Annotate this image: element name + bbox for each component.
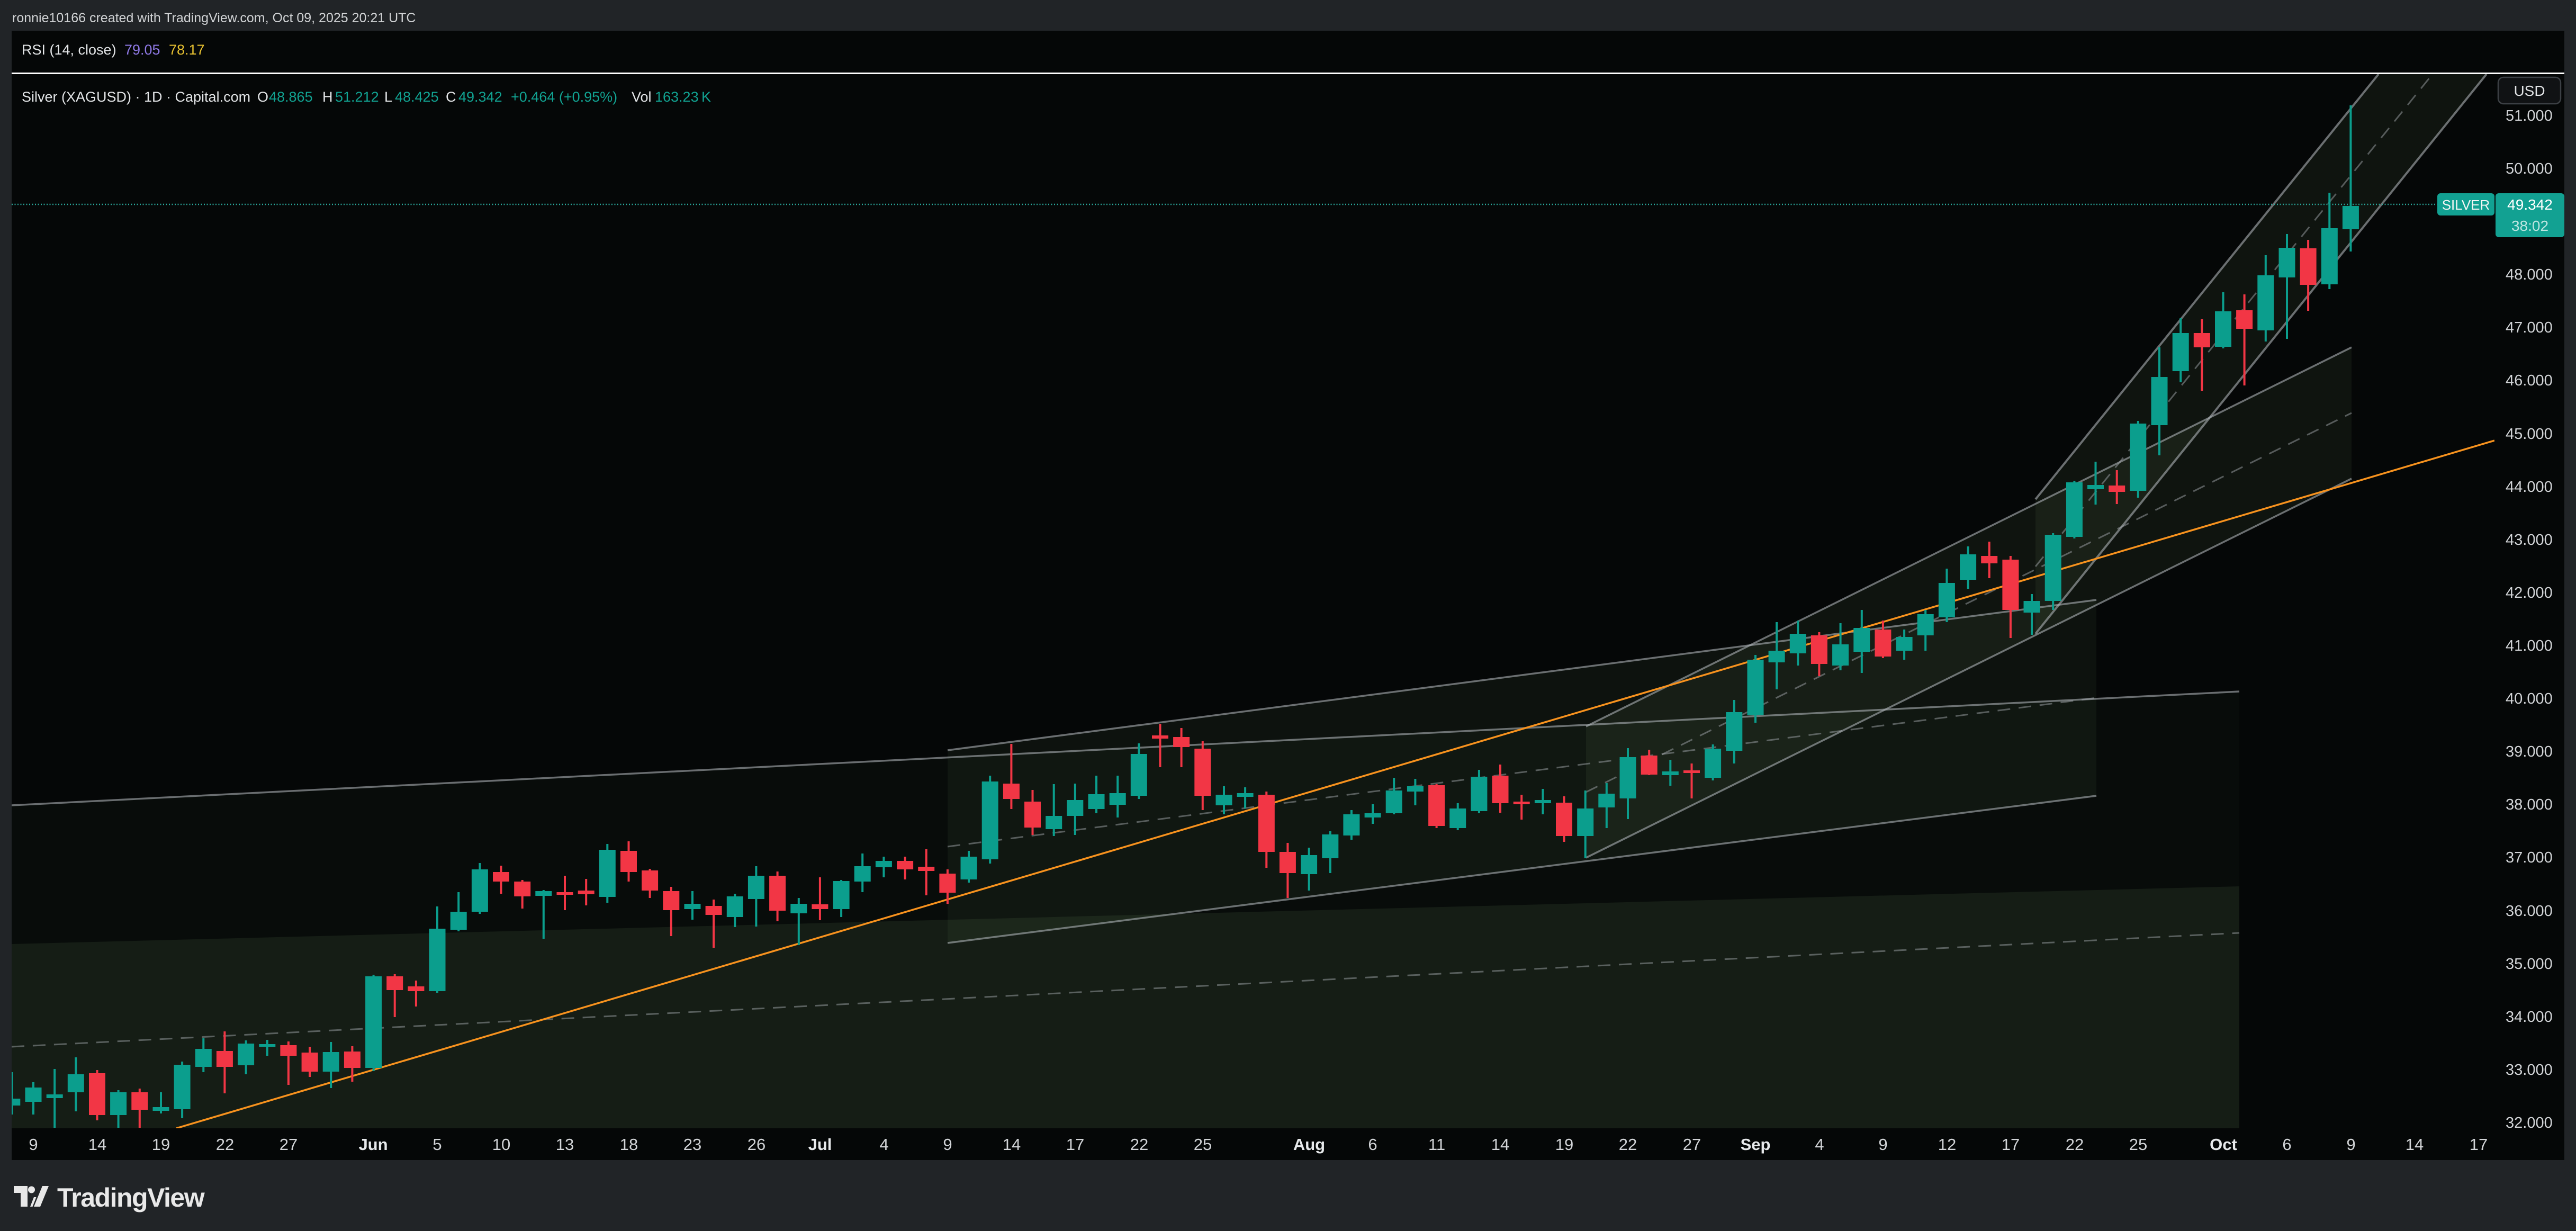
svg-text:RSI (14, close): RSI (14, close) xyxy=(22,42,116,58)
svg-text:48.425: 48.425 xyxy=(395,89,439,105)
svg-text:14: 14 xyxy=(88,1135,106,1154)
svg-text:40.000: 40.000 xyxy=(2506,690,2553,707)
svg-text:51.000: 51.000 xyxy=(2506,107,2553,124)
svg-text:79.05: 79.05 xyxy=(124,42,160,58)
svg-text:Silver (XAGUSD) · 1D · Capital: Silver (XAGUSD) · 1D · Capital.com xyxy=(22,89,250,105)
svg-text:4: 4 xyxy=(879,1135,888,1154)
svg-text:38.000: 38.000 xyxy=(2506,796,2553,813)
svg-text:34.000: 34.000 xyxy=(2506,1009,2553,1026)
svg-text:78.17: 78.17 xyxy=(169,42,205,58)
svg-text:45.000: 45.000 xyxy=(2506,426,2553,443)
svg-text:USD: USD xyxy=(2514,83,2545,99)
svg-text:13: 13 xyxy=(556,1135,574,1154)
svg-text:Jun: Jun xyxy=(358,1135,388,1154)
svg-text:27: 27 xyxy=(280,1135,298,1154)
svg-text:L: L xyxy=(384,89,392,105)
svg-text:H: H xyxy=(322,89,333,105)
svg-text:Jul: Jul xyxy=(808,1135,832,1154)
svg-text:36.000: 36.000 xyxy=(2506,903,2553,920)
svg-text:SILVER: SILVER xyxy=(2442,197,2490,213)
svg-text:Aug: Aug xyxy=(1293,1135,1325,1154)
svg-text:17: 17 xyxy=(1066,1135,1084,1154)
svg-text:9: 9 xyxy=(29,1135,38,1154)
svg-text:37.000: 37.000 xyxy=(2506,849,2553,866)
svg-text:4: 4 xyxy=(1815,1135,1824,1154)
svg-text:ronnie10166 created with Tradi: ronnie10166 created with TradingView.com… xyxy=(12,11,416,25)
svg-text:27: 27 xyxy=(1683,1135,1701,1154)
svg-text:Vol: Vol xyxy=(632,89,652,105)
svg-text:48.865: 48.865 xyxy=(269,89,313,105)
svg-text:9: 9 xyxy=(943,1135,952,1154)
svg-text:50.000: 50.000 xyxy=(2506,160,2553,177)
svg-text:22: 22 xyxy=(2066,1135,2084,1154)
svg-text:Oct: Oct xyxy=(2210,1135,2237,1154)
svg-text:46.000: 46.000 xyxy=(2506,372,2553,389)
svg-text:O: O xyxy=(257,89,268,105)
svg-text:49.342: 49.342 xyxy=(458,89,502,105)
svg-text:41.000: 41.000 xyxy=(2506,637,2553,654)
svg-text:43.000: 43.000 xyxy=(2506,532,2553,549)
svg-text:C: C xyxy=(446,89,456,105)
svg-text:22: 22 xyxy=(216,1135,234,1154)
svg-text:14: 14 xyxy=(2406,1135,2424,1154)
svg-text:42.000: 42.000 xyxy=(2506,585,2553,601)
svg-text:17: 17 xyxy=(2002,1135,2020,1154)
svg-text:14: 14 xyxy=(1003,1135,1021,1154)
svg-text:48.000: 48.000 xyxy=(2506,266,2553,283)
svg-text:6: 6 xyxy=(2282,1135,2291,1154)
svg-text:19: 19 xyxy=(1555,1135,1573,1154)
svg-text:33.000: 33.000 xyxy=(2506,1062,2553,1079)
svg-text:19: 19 xyxy=(152,1135,170,1154)
svg-text:17: 17 xyxy=(2470,1135,2488,1154)
svg-text:12: 12 xyxy=(1938,1135,1956,1154)
svg-text:51.212: 51.212 xyxy=(335,89,379,105)
svg-text:39.000: 39.000 xyxy=(2506,743,2553,760)
svg-text:TradingView: TradingView xyxy=(57,1183,205,1212)
svg-text:5: 5 xyxy=(433,1135,442,1154)
svg-text:47.000: 47.000 xyxy=(2506,319,2553,336)
svg-text:26: 26 xyxy=(747,1135,765,1154)
svg-text:25: 25 xyxy=(1194,1135,1212,1154)
svg-text:32.000: 32.000 xyxy=(2506,1115,2553,1131)
svg-text:22: 22 xyxy=(1130,1135,1148,1154)
svg-text:11: 11 xyxy=(1428,1135,1445,1154)
svg-text:Sep: Sep xyxy=(1741,1135,1771,1154)
svg-text:25: 25 xyxy=(2129,1135,2147,1154)
svg-text:6: 6 xyxy=(1368,1135,1377,1154)
svg-text:163.23 K: 163.23 K xyxy=(655,89,711,105)
svg-text:10: 10 xyxy=(492,1135,510,1154)
svg-text:14: 14 xyxy=(1491,1135,1509,1154)
svg-text:+0.464 (+0.95%): +0.464 (+0.95%) xyxy=(511,89,617,105)
svg-text:18: 18 xyxy=(620,1135,638,1154)
svg-text:23: 23 xyxy=(683,1135,701,1154)
svg-text:35.000: 35.000 xyxy=(2506,956,2553,973)
svg-text:38:02: 38:02 xyxy=(2511,218,2548,234)
svg-text:44.000: 44.000 xyxy=(2506,479,2553,496)
svg-text:49.342: 49.342 xyxy=(2507,196,2553,213)
svg-text:22: 22 xyxy=(1619,1135,1637,1154)
svg-text:9: 9 xyxy=(1878,1135,1887,1154)
svg-text:9: 9 xyxy=(2346,1135,2355,1154)
